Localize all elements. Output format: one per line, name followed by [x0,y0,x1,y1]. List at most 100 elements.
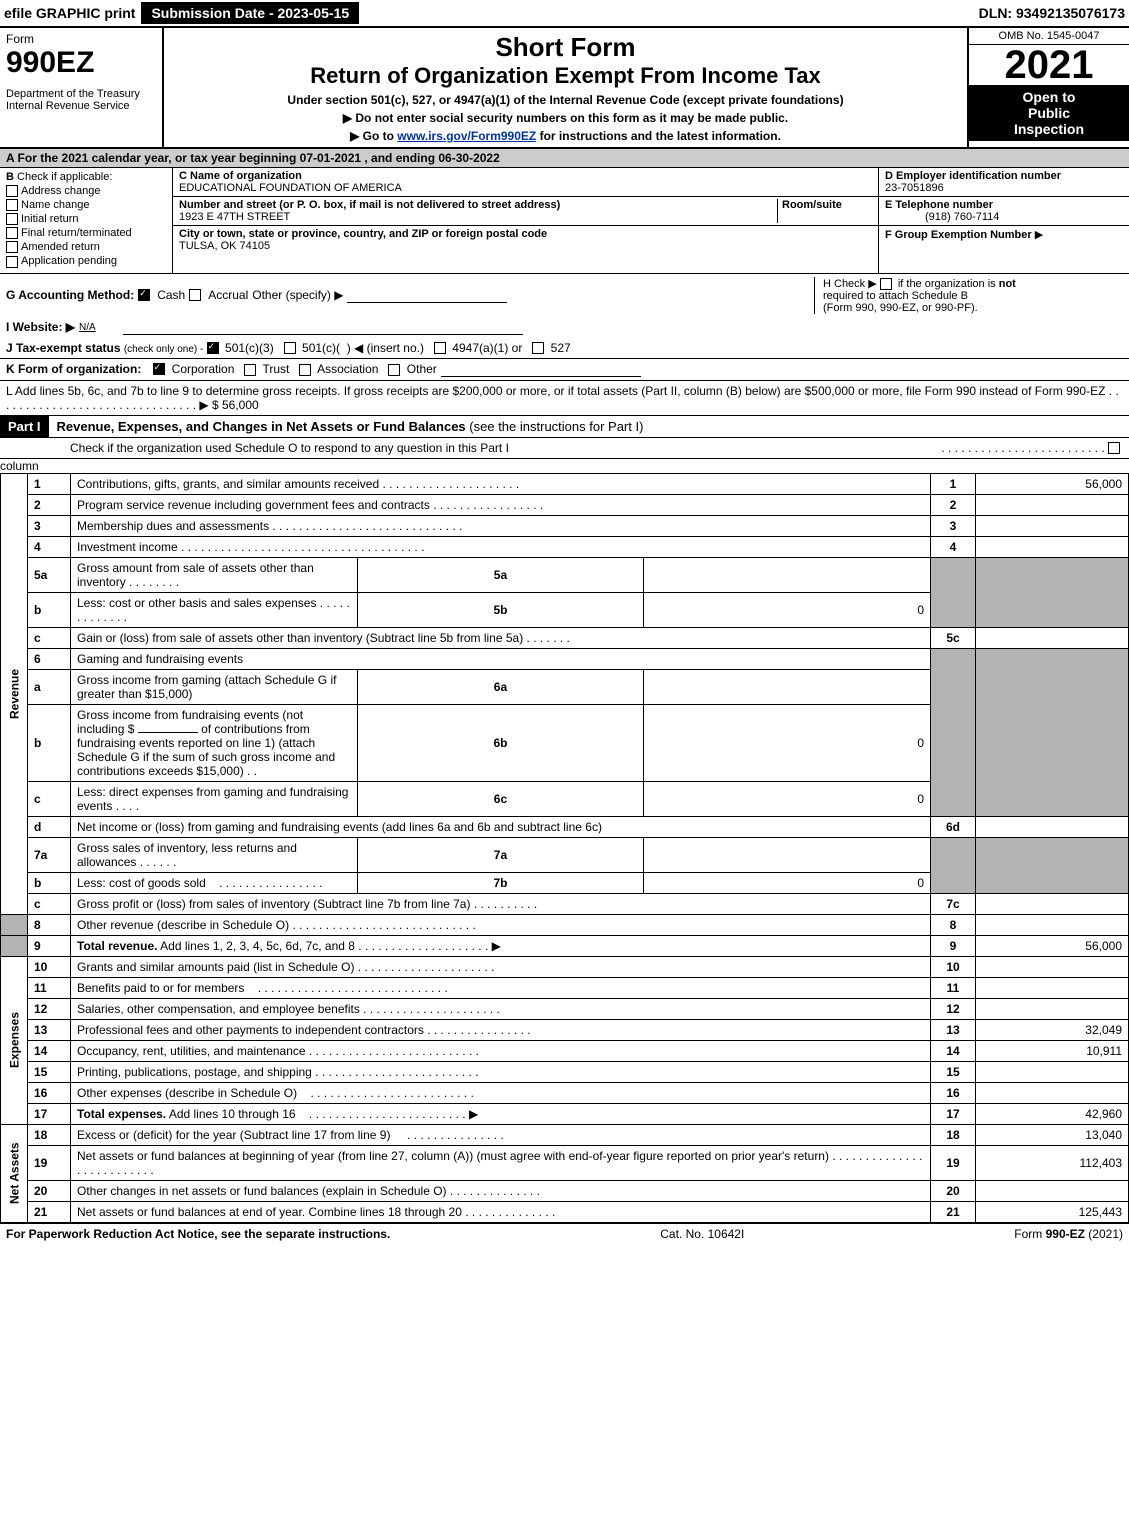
ein-value: 23-7051896 [885,182,944,194]
title-main: Return of Organization Exempt From Incom… [174,63,957,89]
b-letter: B [6,171,14,183]
l5a-sublabel: 5a [357,557,644,592]
row-line-15: 15 Printing, publications, postage, and … [1,1061,1129,1082]
l5b-desc: Less: cost or other basis and sales expe… [77,596,316,610]
l18-amt: 13,040 [976,1124,1129,1145]
l7c-amt [976,893,1129,914]
l20-num: 20 [28,1180,71,1201]
chk-accrual[interactable] [189,289,201,301]
l1-box: 1 [931,473,976,494]
chk-h[interactable] [880,278,892,290]
row-line-7a: 7a Gross sales of inventory, less return… [1,837,1129,872]
chk-corporation[interactable] [153,363,165,375]
open3: Inspection [973,121,1125,137]
l17-num: 17 [28,1103,71,1124]
l10-amt [976,956,1129,977]
header-center: Short Form Return of Organization Exempt… [164,28,967,147]
opt-name: Name change [21,199,90,211]
l14-num: 14 [28,1040,71,1061]
room-label: Room/suite [782,199,842,211]
row-line-3: 3 Membership dues and assessments . . . … [1,515,1129,536]
l6b-sublabel: 6b [357,704,644,781]
j-sub: (check only one) - [124,344,203,355]
row-line-7c: c Gross profit or (loss) from sales of i… [1,893,1129,914]
chk-name-change[interactable]: Name change [6,199,166,211]
l5c-box: 5c [931,627,976,648]
section-a-period: A For the 2021 calendar year, or tax yea… [0,149,1129,168]
l6d-amt [976,816,1129,837]
l11-amt [976,977,1129,998]
l12-amt [976,998,1129,1019]
l1-amt: 56,000 [976,473,1129,494]
l-gross-receipts-value: 56,000 [222,398,259,412]
l15-num: 15 [28,1061,71,1082]
city-label: City or town, state or province, country… [179,228,547,240]
chk-501c[interactable] [284,342,296,354]
col-c-org-info: C Name of organization EDUCATIONAL FOUND… [173,168,879,273]
chk-trust[interactable] [244,364,256,376]
phone-value: (918) 760-7114 [885,211,999,223]
part-i-badge: Part I [0,416,49,437]
part-i-title: Revenue, Expenses, and Changes in Net As… [49,419,644,434]
chk-527[interactable] [532,342,544,354]
chk-final-return[interactable]: Final return/terminated [6,227,166,239]
row-phone: E Telephone number (918) 760-7114 [879,197,1129,226]
row-line-10: Expenses 10 Grants and similar amounts p… [1,956,1129,977]
row-street: Number and street (or P. O. box, if mail… [173,197,878,226]
l2-amt [976,494,1129,515]
row-line-4: 4 Investment income . . . . . . . . . . … [1,536,1129,557]
row-l-gross-receipts: L Add lines 5b, 6c, and 7b to line 9 to … [0,381,1129,416]
l-arrow: ▶ $ [199,398,218,412]
chk-association[interactable] [299,364,311,376]
l4-num: 4 [28,536,71,557]
chk-501c3[interactable] [207,342,219,354]
l6-desc: Gaming and fundraising events [71,648,931,669]
chk-4947[interactable] [434,342,446,354]
chk-cash[interactable] [138,289,150,301]
row-line-19: 19 Net assets or fund balances at beginn… [1,1145,1129,1180]
l7b-subval: 0 [644,872,931,893]
l17-box: 17 [931,1103,976,1124]
page-footer: For Paperwork Reduction Act Notice, see … [0,1223,1129,1244]
l16-amt [976,1082,1129,1103]
row-line-5a: 5a Gross amount from sale of assets othe… [1,557,1129,592]
row-line-8: 8 Other revenue (describe in Schedule O)… [1,914,1129,935]
l7ab-greyamt [976,837,1129,893]
chk-application-pending[interactable]: Application pending [6,255,166,267]
l15-desc: Printing, publications, postage, and shi… [77,1065,312,1079]
chk-schedule-o[interactable] [1108,442,1120,454]
row-line-5c: c Gain or (loss) from sale of assets oth… [1,627,1129,648]
l7c-desc: Gross profit or (loss) from sales of inv… [77,897,470,911]
row-g-h: G Accounting Method: Cash Accrual Other … [0,274,1129,317]
l18-box: 18 [931,1124,976,1145]
efile-label[interactable]: efile GRAPHIC print [4,5,135,21]
l20-amt [976,1180,1129,1201]
phone-label: E Telephone number [885,199,993,211]
row-line-20: 20 Other changes in net assets or fund b… [1,1180,1129,1201]
footer-right-post: (2021) [1085,1227,1123,1241]
l6b-num: b [28,704,71,781]
chk-amended-return[interactable]: Amended return [6,241,166,253]
row-city: City or town, state or province, country… [173,226,878,254]
l21-desc: Net assets or fund balances at end of ye… [77,1205,462,1219]
street-label: Number and street (or P. O. box, if mail… [179,199,560,211]
group-label: F Group Exemption Number [885,229,1032,241]
l21-amt: 125,443 [976,1201,1129,1222]
l5a-subval [644,557,931,592]
footer-right-form: 990-EZ [1046,1227,1085,1241]
l5c-num: c [28,627,71,648]
opt-final: Final return/terminated [21,227,132,239]
warn2-pre: Go to [363,129,398,143]
l17-amt: 42,960 [976,1103,1129,1124]
chk-other-org[interactable] [388,364,400,376]
chk-address-change[interactable]: Address change [6,185,166,197]
chk-initial-return[interactable]: Initial return [6,213,166,225]
header-left: Form 990EZ Department of the Treasury In… [0,28,164,147]
irs-link[interactable]: www.irs.gov/Form990EZ [397,129,536,143]
l4-desc: Investment income [77,540,178,554]
l5b-sublabel: 5b [357,592,644,627]
l10-box: 10 [931,956,976,977]
submission-date: Submission Date - 2023-05-15 [141,2,359,24]
l6c-subval: 0 [644,781,931,816]
l6a-num: a [28,669,71,704]
